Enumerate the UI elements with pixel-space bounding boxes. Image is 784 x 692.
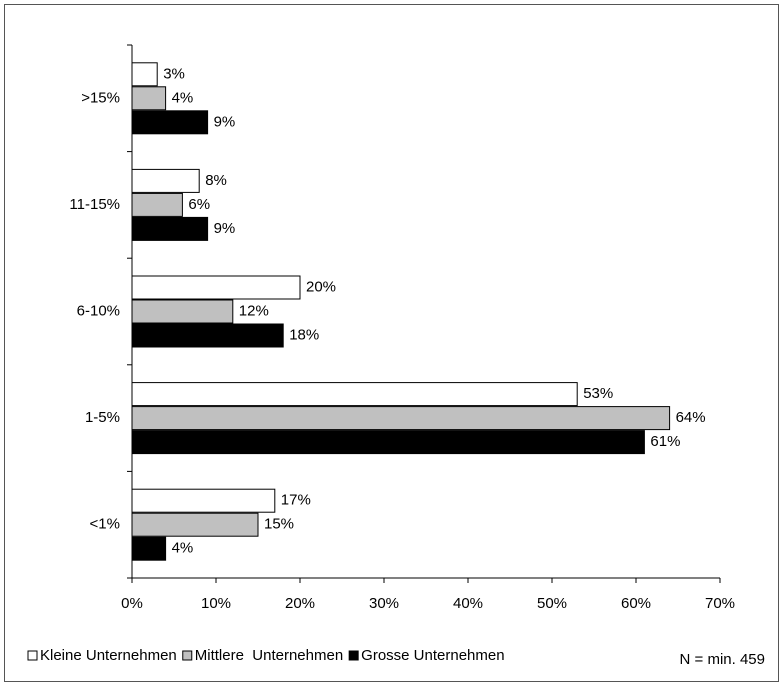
- bar: [131, 323, 284, 348]
- value-label: 8%: [205, 172, 227, 189]
- bar: [131, 110, 209, 135]
- x-tick-label: 30%: [369, 595, 399, 612]
- y-tick-label: 6-10%: [77, 302, 120, 319]
- value-label: 64%: [676, 409, 706, 426]
- value-label: 3%: [163, 65, 185, 82]
- bar: [131, 536, 167, 561]
- bar: [131, 86, 167, 111]
- bar: [131, 275, 301, 300]
- x-tick-label: 40%: [453, 595, 483, 612]
- legend-swatch: [27, 650, 38, 661]
- bar: [131, 299, 234, 324]
- value-label: 9%: [214, 113, 236, 130]
- bar: [131, 382, 578, 407]
- legend-swatch: [348, 650, 359, 661]
- value-label: 9%: [214, 220, 236, 237]
- legend-label: Mittlere Unternehmen: [195, 647, 343, 664]
- frame: [4, 4, 779, 682]
- value-label: 61%: [650, 433, 680, 450]
- x-tick-label: 0%: [121, 595, 143, 612]
- y-tick-label: 1-5%: [85, 409, 120, 426]
- value-label: 6%: [188, 196, 210, 213]
- value-label: 15%: [264, 516, 294, 533]
- legend-label: Grosse Unternehmen: [361, 647, 504, 664]
- value-label: 18%: [289, 326, 319, 343]
- value-label: 4%: [172, 89, 194, 106]
- y-tick-label: 11-15%: [69, 196, 120, 213]
- legend-swatch: [182, 650, 193, 661]
- x-tick-label: 20%: [285, 595, 315, 612]
- bar: [131, 488, 276, 513]
- x-tick-label: 50%: [537, 595, 567, 612]
- x-tick-label: 70%: [705, 595, 735, 612]
- x-tick-label: 10%: [201, 595, 231, 612]
- value-label: 12%: [239, 302, 269, 319]
- x-tick-label: 60%: [621, 595, 651, 612]
- annotation: N = min. 459: [680, 651, 765, 668]
- value-label: 4%: [172, 540, 194, 557]
- value-label: 17%: [281, 492, 311, 509]
- bar: [131, 192, 183, 217]
- bar: [131, 62, 158, 87]
- bar: [131, 512, 259, 537]
- value-label: 20%: [306, 278, 336, 295]
- bar: [131, 168, 200, 193]
- legend-label: Kleine Unternehmen: [40, 647, 177, 664]
- bar: [131, 406, 671, 431]
- y-tick-label: <1%: [90, 516, 120, 533]
- y-tick-label: >15%: [81, 89, 120, 106]
- bar: [131, 430, 645, 455]
- value-label: 53%: [583, 385, 613, 402]
- bar: [131, 216, 209, 241]
